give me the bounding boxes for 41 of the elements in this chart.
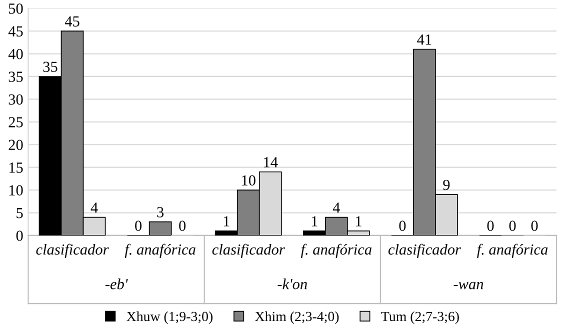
data-label: 9 xyxy=(443,180,450,190)
data-label: 0 xyxy=(135,220,142,231)
data-label: 1 xyxy=(224,216,230,226)
x-tick-label: clasificador xyxy=(36,244,109,258)
y-tick-label: 15 xyxy=(9,162,23,173)
data-label: 1 xyxy=(356,216,362,226)
data-label: 10 xyxy=(242,175,256,186)
x-tick-label: f. anafórica xyxy=(300,244,372,258)
x-tick-label: f. anafórica xyxy=(477,244,548,258)
y-tick-label: 20 xyxy=(8,140,23,150)
text: -k'on xyxy=(278,278,307,290)
data-label: 0 xyxy=(399,220,406,231)
x-tick-label: clasificador xyxy=(388,244,461,258)
data-label: 4 xyxy=(332,202,340,213)
y-tick-label: 40 xyxy=(8,48,23,60)
data-label: 0 xyxy=(487,220,494,231)
legend-label: Tum (2;7-3;6) xyxy=(381,311,459,324)
x-tick-label: clasificador xyxy=(212,244,285,258)
data-label: 0 xyxy=(179,220,186,231)
data-label: 3 xyxy=(157,207,164,218)
text: -wan xyxy=(454,282,484,290)
y-tick-label: 45 xyxy=(8,26,23,37)
data-label: 1 xyxy=(312,216,318,226)
y-tick-label: 25 xyxy=(8,117,23,128)
text: -eb' xyxy=(105,278,128,290)
data-label: 0 xyxy=(509,220,516,231)
data-label: 14 xyxy=(264,157,278,168)
y-tick-label: 35 xyxy=(8,72,23,82)
x-tick-label: f. anafórica xyxy=(124,244,196,258)
y-tick-label: 0 xyxy=(16,230,23,241)
legend-label: Xhuw (1;9-3;0) xyxy=(126,311,213,324)
legend-label: Xhim (2;3-4;0) xyxy=(255,311,339,324)
y-tick-label: 10 xyxy=(9,185,23,196)
data-label: 45 xyxy=(64,16,80,27)
y-tick-label: 30 xyxy=(8,94,23,105)
data-label: 35 xyxy=(43,62,58,72)
data-label: 41 xyxy=(417,34,432,45)
y-tick-label: 50 xyxy=(9,3,23,14)
data-label: 0 xyxy=(531,220,538,231)
y-tick-label: 5 xyxy=(16,208,23,218)
data-label: 4 xyxy=(90,202,98,213)
